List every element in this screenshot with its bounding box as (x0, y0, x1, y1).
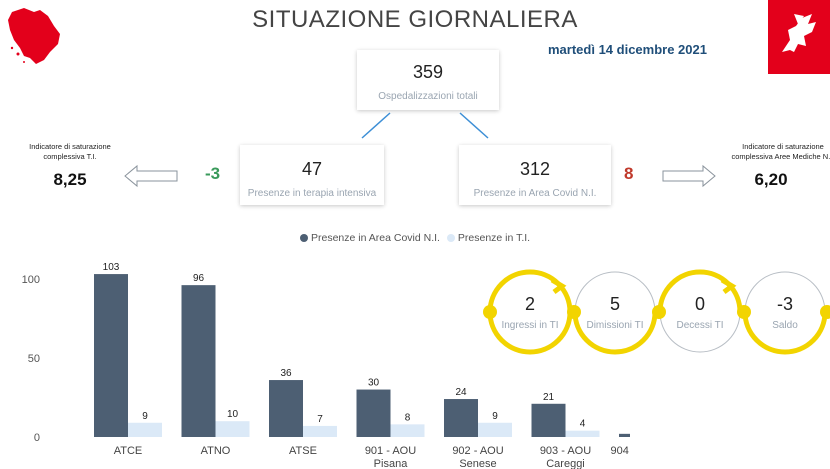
bar-ti (478, 422, 512, 437)
total-hospitalizations-card: 359 Ospedalizzazioni totali (357, 50, 499, 110)
flow-arc (742, 311, 828, 355)
flow-dot (567, 305, 581, 319)
flow-label: Dimissioni TI (586, 320, 643, 331)
icu-saturation-value: 8,25 (53, 170, 87, 189)
legend-ti-marker (446, 234, 455, 243)
flow-arc (572, 311, 658, 355)
covid-saturation-label-wrap: Indicatore di saturazione complessiva Ar… (722, 142, 830, 162)
flow-value: 0 (695, 294, 705, 314)
bar-value-label: 21 (543, 392, 555, 403)
bar-value-label: 7 (317, 414, 323, 425)
connector-left (361, 112, 391, 139)
page-title: SITUAZIONE GIORNALIERA (252, 6, 578, 33)
bar-value-label: 10 (227, 409, 239, 420)
bar-value-label: 30 (368, 378, 380, 389)
tuscany-map-logo (8, 8, 60, 64)
total-hospitalizations-value: 359 (412, 62, 444, 82)
x-category-label: 902 - AOU Senese (452, 445, 503, 469)
hospital-bar-chart: 0 50 100 103 9 ATCE 96 10 ATNO 36 7 ATSE 30 8 901 - AO… (22, 262, 630, 469)
covid-saturation-value: 6,20 (754, 170, 788, 189)
bar-covid-area (356, 389, 391, 437)
flow-label: Saldo (772, 320, 798, 331)
total-hospitalizations-label: Ospedalizzazioni totali (378, 91, 478, 102)
legend-covid-marker (300, 234, 308, 243)
flow-value: -3 (777, 294, 793, 314)
bar-value-label: 8 (405, 412, 411, 423)
pegasus-emblem-logo (768, 0, 830, 74)
bar-ti (128, 422, 162, 437)
flow-arc (487, 269, 573, 313)
connector-lines (361, 112, 489, 139)
flow-dot (483, 305, 497, 319)
connector-right (459, 112, 489, 139)
flow-dot (820, 305, 830, 319)
flow-dot (652, 305, 666, 319)
bar-ti (215, 421, 250, 437)
x-category-label: ATCE (114, 445, 143, 457)
bar-covid-area (619, 433, 630, 437)
icu-flow-panel: 2 Ingressi in TI 5 Dimissioni TI 0 Decessi TI… (483, 269, 830, 355)
bar-value-label: 9 (142, 411, 148, 422)
flow-arrowhead (550, 277, 567, 294)
x-category-label: 904 - AOU Meyer (611, 445, 630, 457)
legend-ti-label: Presenze in T.I. (457, 232, 531, 244)
bar-covid-area (181, 285, 216, 437)
bar-covid-area (269, 380, 303, 437)
flow-label: Ingressi in TI (501, 320, 558, 331)
icu-value: 47 (301, 159, 323, 179)
left-arrow-icon (124, 164, 178, 188)
bar-covid-area (94, 274, 128, 437)
icu-delta: -3 (205, 164, 221, 183)
x-category-label: ATSE (289, 445, 317, 457)
chart-legend: Presenze in Area Covid N.I. Presenze in … (300, 232, 530, 244)
legend-covid-label: Presenze in Area Covid N.I. (311, 232, 440, 244)
covid-saturation-label: Indicatore di saturazione complessiva Ar… (731, 142, 830, 161)
icu-card: 47 Presenze in terapia intensiva (240, 145, 384, 205)
covid-area-label: Presenze in Area Covid N.I. (473, 188, 597, 199)
icu-label: Presenze in terapia intensiva (247, 188, 377, 199)
bar-value-label: 4 (580, 419, 586, 430)
bar-value-label: 103 (103, 262, 120, 273)
x-category-label: 903 - AOU Careggi (540, 445, 591, 469)
y-tick-label: 0 (34, 432, 40, 444)
flow-arc (657, 269, 743, 313)
covid-area-value: 312 (519, 159, 551, 179)
report-date: martedì 14 dicembre 2021 (548, 42, 707, 57)
flow-dot (737, 305, 751, 319)
icu-saturation-label: Indicatore di saturazione complessiva T.… (29, 142, 111, 161)
y-tick-label: 100 (22, 274, 40, 286)
bar-value-label: 9 (492, 411, 498, 422)
bar-ti (303, 425, 337, 437)
bar-covid-area (444, 399, 478, 437)
x-category-label: 901 - AOU Pisana (365, 445, 416, 469)
x-category-label: ATNO (201, 445, 231, 457)
bar-value-label: 96 (193, 273, 205, 284)
flow-arrowhead (720, 277, 737, 294)
bar-value-label: 36 (280, 368, 292, 379)
flow-arc (487, 311, 573, 355)
bar-value-label: 24 (455, 387, 467, 398)
bar-ti (390, 424, 425, 437)
flow-value: 5 (610, 294, 620, 314)
flow-value: 2 (525, 294, 535, 314)
bar-ti (565, 430, 600, 437)
bar-covid-area (531, 403, 566, 437)
covid-area-delta: 8 (624, 164, 634, 183)
flow-label: Decessi TI (676, 320, 723, 331)
y-tick-label: 50 (28, 353, 40, 365)
covid-area-card: 312 Presenze in Area Covid N.I. (459, 145, 611, 205)
right-arrow-icon (662, 164, 716, 188)
